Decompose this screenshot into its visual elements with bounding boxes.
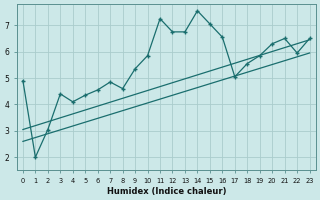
X-axis label: Humidex (Indice chaleur): Humidex (Indice chaleur): [107, 187, 226, 196]
